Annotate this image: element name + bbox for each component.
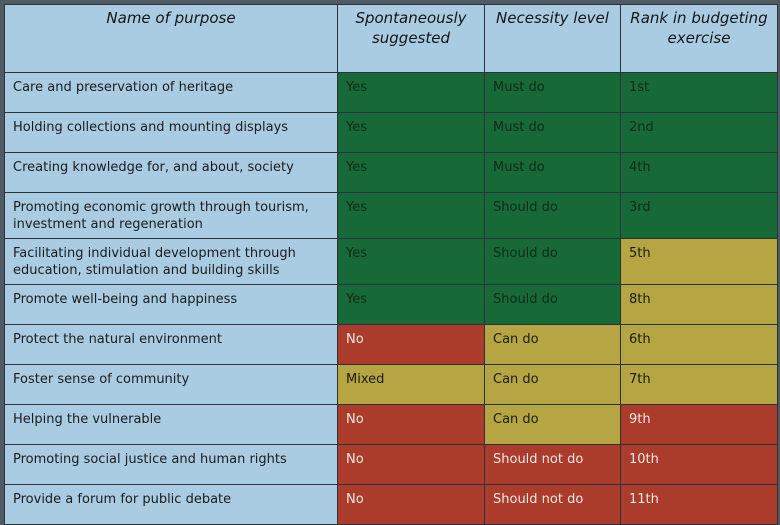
purpose-cell: Promoting economic growth through touris… <box>4 192 338 239</box>
suggested-cell: No <box>337 404 485 445</box>
necessity-cell: Must do <box>484 112 621 153</box>
necessity-cell: Can do <box>484 324 621 365</box>
suggested-cell: Yes <box>337 192 485 239</box>
suggested-cell: No <box>337 444 485 485</box>
purpose-cell: Creating knowledge for, and about, socie… <box>4 152 338 193</box>
suggested-cell: No <box>337 484 485 525</box>
header-necessity: Necessity level <box>484 4 621 73</box>
necessity-cell: Must do <box>484 72 621 113</box>
purpose-cell: Helping the vulnerable <box>4 404 338 445</box>
rank-cell: 8th <box>620 284 778 325</box>
purpose-table: Name of purpose Spontaneously suggested … <box>4 4 778 525</box>
table-row: Promoting economic growth through touris… <box>4 192 778 239</box>
suggested-cell: No <box>337 324 485 365</box>
necessity-cell: Can do <box>484 364 621 405</box>
necessity-cell: Should not do <box>484 444 621 485</box>
rank-cell: 6th <box>620 324 778 365</box>
table-row: Promoting social justice and human right… <box>4 444 778 485</box>
table-row: Helping the vulnerable No Can do 9th <box>4 404 778 445</box>
necessity-cell: Can do <box>484 404 621 445</box>
table-row: Facilitating individual development thro… <box>4 238 778 285</box>
purpose-cell: Facilitating individual development thro… <box>4 238 338 285</box>
table-row: Holding collections and mounting display… <box>4 112 778 153</box>
rank-cell: 5th <box>620 238 778 285</box>
rank-cell: 2nd <box>620 112 778 153</box>
suggested-cell: Yes <box>337 284 485 325</box>
purpose-cell: Care and preservation of heritage <box>4 72 338 113</box>
rank-cell: 3rd <box>620 192 778 239</box>
rank-cell: 1st <box>620 72 778 113</box>
header-suggested: Spontaneously suggested <box>337 4 485 73</box>
necessity-cell: Should do <box>484 284 621 325</box>
suggested-cell: Yes <box>337 72 485 113</box>
rank-cell: 11th <box>620 484 778 525</box>
suggested-cell: Yes <box>337 112 485 153</box>
purpose-cell: Promoting social justice and human right… <box>4 444 338 485</box>
purpose-cell: Promote well-being and happiness <box>4 284 338 325</box>
table-row: Protect the natural environment No Can d… <box>4 324 778 365</box>
purpose-cell: Foster sense of community <box>4 364 338 405</box>
suggested-cell: Yes <box>337 238 485 285</box>
rank-cell: 10th <box>620 444 778 485</box>
necessity-cell: Should do <box>484 238 621 285</box>
rank-cell: 7th <box>620 364 778 405</box>
rank-cell: 9th <box>620 404 778 445</box>
purpose-cell: Provide a forum for public debate <box>4 484 338 525</box>
header-row: Name of purpose Spontaneously suggested … <box>4 4 778 73</box>
table-row: Care and preservation of heritage Yes Mu… <box>4 72 778 113</box>
header-purpose: Name of purpose <box>4 4 338 73</box>
purpose-cell: Protect the natural environment <box>4 324 338 365</box>
table-body: Care and preservation of heritage Yes Mu… <box>4 72 778 525</box>
table-row: Creating knowledge for, and about, socie… <box>4 152 778 193</box>
header-rank: Rank in budgeting exercise <box>620 4 778 73</box>
purpose-cell: Holding collections and mounting display… <box>4 112 338 153</box>
rank-cell: 4th <box>620 152 778 193</box>
suggested-cell: Yes <box>337 152 485 193</box>
suggested-cell: Mixed <box>337 364 485 405</box>
table-row: Promote well-being and happiness Yes Sho… <box>4 284 778 325</box>
table-row: Foster sense of community Mixed Can do 7… <box>4 364 778 405</box>
table-row: Provide a forum for public debate No Sho… <box>4 484 778 525</box>
necessity-cell: Should not do <box>484 484 621 525</box>
necessity-cell: Must do <box>484 152 621 193</box>
necessity-cell: Should do <box>484 192 621 239</box>
